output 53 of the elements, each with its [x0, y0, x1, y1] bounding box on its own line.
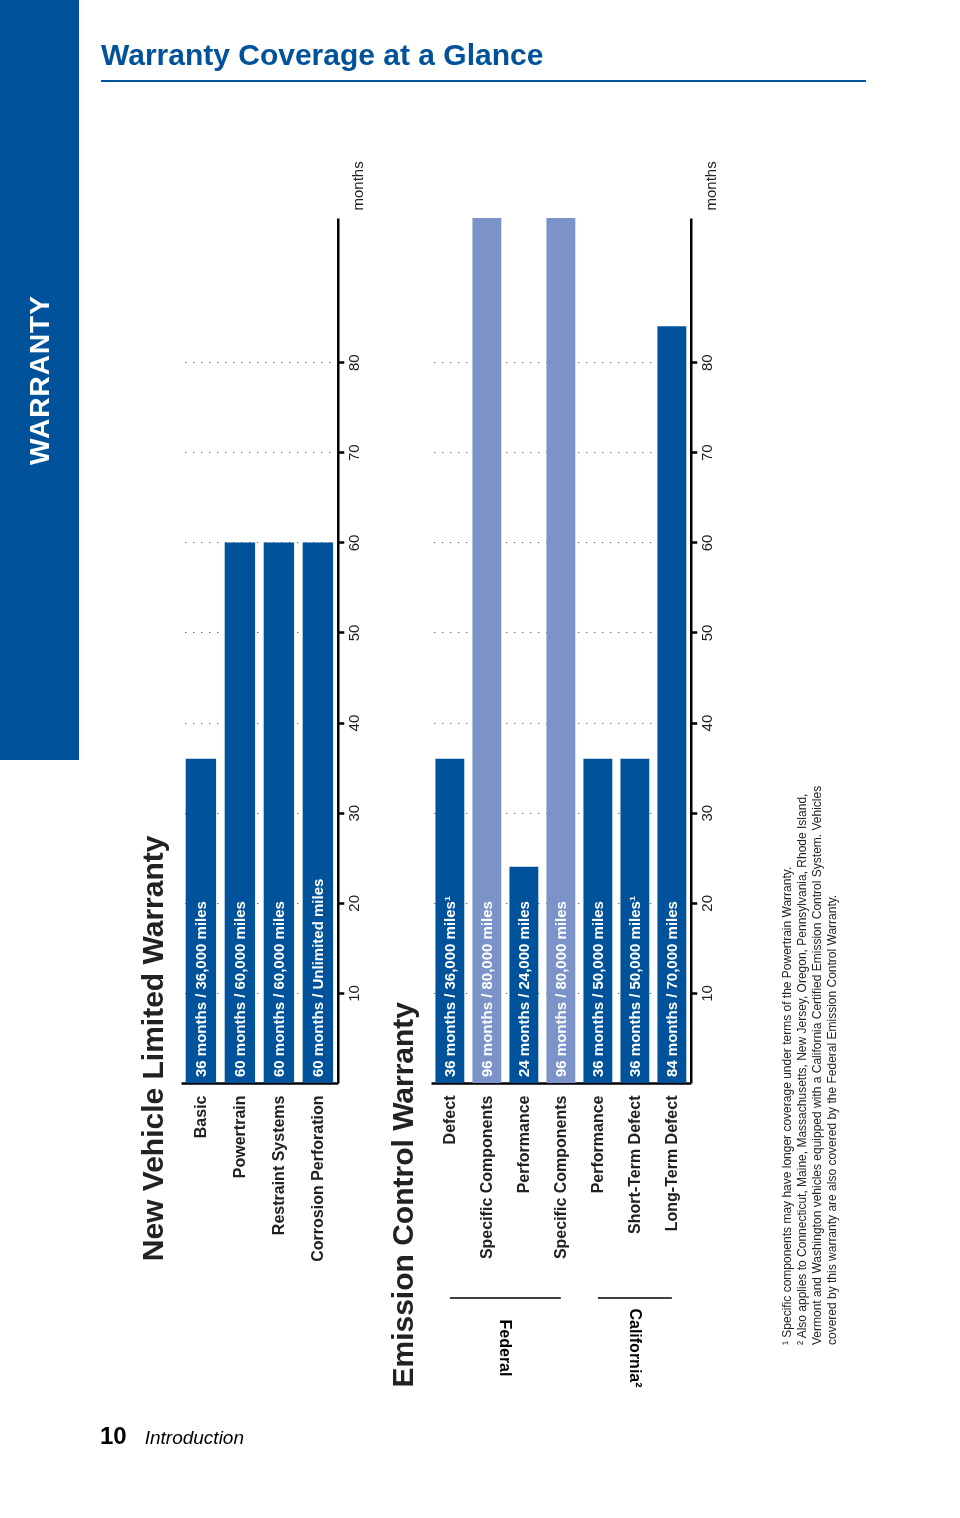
data-label: 96 months / 80,000 miles	[477, 901, 495, 1077]
y-tick-label: 70	[345, 444, 363, 462]
data-label: 36 months / 50,000 miles¹	[625, 896, 643, 1077]
data-label: 60 months / 60,000 miles	[269, 901, 287, 1077]
data-label: 24 months / 24,000 miles	[514, 901, 532, 1077]
bar	[657, 326, 687, 1083]
x-tick-label: Performance	[514, 1095, 532, 1194]
y-tick-label: 20	[345, 894, 363, 912]
bar	[546, 218, 576, 1083]
y-tick-label: 40	[698, 714, 716, 732]
x-tick-label: Restraint Systems	[269, 1095, 287, 1236]
y-tick-label: 60	[698, 534, 716, 552]
x-tick-label: Performance	[588, 1095, 606, 1194]
text: ² Also applies to Connecticut, Maine, Massachusetts, New Jersey, Oregon, Pennsylvania, Rhode Island, Vermont and Washington vehicles equipped with a California Certified Emission Control System. Vehicles covered by this warranty are also covered by the Federal Emission Control Warranty.	[795, 784, 840, 1345]
data-label: 36 months / 36,000 miles	[191, 901, 209, 1077]
x-tick-label: Corrosion Perforation	[308, 1095, 326, 1262]
text: Introduction	[144, 1427, 244, 1448]
data-label: 96 months / 80,000 miles	[551, 901, 569, 1077]
y-tick-label: 10	[345, 985, 363, 1002]
data-label: 60 months / 60,000 miles	[230, 901, 248, 1077]
y-tick-label: 10	[698, 985, 716, 1002]
x-tick-label: Long-Term Defect	[662, 1094, 680, 1232]
data-label: 60 months / Unlimited miles	[308, 878, 326, 1077]
x-tick-label: Specific Components	[551, 1095, 569, 1260]
y-tick-label: 70	[698, 444, 716, 462]
data-label: 84 months / 70,000 miles	[662, 901, 680, 1077]
text: Warranty Coverage at a Glance	[101, 38, 866, 82]
x-tick-label: Powertrain	[230, 1095, 248, 1179]
y-tick-label: 40	[345, 714, 363, 732]
x-tick-label: Specific Components	[477, 1095, 495, 1260]
y-axis-title: months	[702, 161, 720, 211]
text: Federal	[497, 1319, 515, 1377]
y-tick-label: 80	[345, 354, 363, 372]
text: ¹ Specific components may have longer coverage under terms of the Powertrain Warranty.	[780, 865, 795, 1345]
y-tick-label: 50	[698, 624, 716, 642]
y-tick-label: 30	[698, 804, 716, 822]
text: New Vehicle Limited Warranty	[136, 835, 169, 1262]
y-tick-label: 60	[345, 534, 363, 552]
x-tick-label: Short-Term Defect	[625, 1094, 643, 1234]
text: Emission Control Warranty	[386, 1001, 419, 1388]
bar	[472, 218, 502, 1083]
y-tick-label: 80	[698, 354, 716, 372]
y-tick-label: 50	[345, 624, 363, 642]
text: WARRANTY	[24, 295, 56, 465]
y-axis-title: months	[349, 161, 367, 211]
y-tick-label: 20	[698, 894, 716, 912]
text: 10	[100, 1422, 127, 1449]
x-tick-label: Defect	[440, 1094, 458, 1145]
data-label: 36 months / 50,000 miles	[588, 901, 606, 1077]
x-tick-label: Basic	[191, 1095, 209, 1139]
y-tick-label: 30	[345, 804, 363, 822]
data-label: 36 months / 36,000 miles¹	[440, 896, 458, 1077]
text: California²	[626, 1308, 644, 1388]
